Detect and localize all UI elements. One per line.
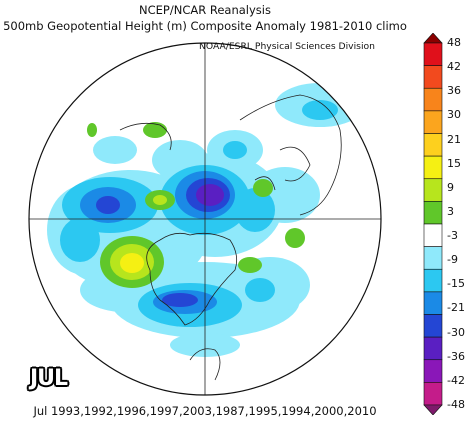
credit-label: NOAA/ESRL Physical Sciences Division — [199, 41, 375, 52]
map-border — [28, 42, 382, 396]
colorbar-swatch — [423, 314, 443, 338]
colorbar-swatch — [423, 201, 443, 225]
map-grid — [29, 43, 381, 395]
colorbar-tick-label: 21 — [447, 132, 461, 146]
colorbar-tick-label: 42 — [447, 60, 461, 74]
colorbar-tick-label: -9 — [447, 253, 458, 267]
colorbar-swatch — [423, 359, 443, 383]
title-line-1: NCEP/NCAR Reanalysis — [139, 3, 271, 17]
colorbar-swatch — [423, 382, 443, 406]
colorbar-swatch — [423, 65, 443, 89]
colorbar — [423, 33, 443, 415]
colorbar-tick-label: 36 — [447, 84, 461, 98]
colorbar-swatch — [423, 110, 443, 134]
colorbar-tick-label: 3 — [447, 204, 454, 218]
colorbar-swatch — [423, 336, 443, 361]
colorbar-tick-label: 15 — [447, 156, 461, 170]
colorbar-swatch — [423, 133, 443, 157]
colorbar-tick-label: -30 — [447, 325, 465, 339]
coastlines — [119, 94, 342, 381]
colorbar-tick-label: -15 — [447, 277, 465, 291]
anomaly-negative-max — [196, 184, 224, 206]
colorbar-bottom-arrow — [423, 404, 443, 415]
colorbar-swatch — [423, 178, 443, 202]
colorbar-swatch — [423, 291, 443, 315]
colorbar-tick-label: -3 — [447, 229, 458, 243]
colorbar-tick-label: -48 — [447, 398, 465, 411]
colorbar-tick-label: -21 — [447, 301, 465, 315]
colorbar-tick-label: 30 — [447, 108, 461, 122]
colorbar-swatch — [423, 155, 443, 180]
colorbar-tick-label: 48 — [447, 36, 461, 49]
colorbar-swatch — [423, 42, 443, 66]
colorbar-swatch — [423, 268, 443, 293]
colorbar-tick-label: -36 — [447, 349, 465, 363]
anomaly-positive-strong — [120, 253, 144, 273]
colorbar-tick-label: 9 — [447, 180, 454, 194]
title-line-2: 500mb Geopotential Height (m) Composite … — [3, 19, 407, 33]
colorbar-swatch — [423, 87, 443, 112]
colorbar-swatch — [423, 246, 443, 270]
month-label: JUL — [30, 366, 68, 391]
colorbar-top-arrow — [423, 33, 443, 44]
colorbar-tick-label: -42 — [447, 373, 465, 387]
composite-years: Jul 1993,1992,1996,1997,2003,1987,1995,1… — [33, 404, 377, 418]
colorbar-swatch — [423, 223, 443, 247]
anomaly-positive-weak — [87, 122, 305, 288]
